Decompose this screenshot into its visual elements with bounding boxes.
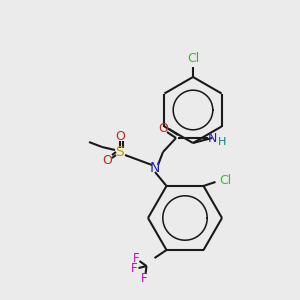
Text: F: F xyxy=(133,251,140,265)
Text: N: N xyxy=(207,131,217,145)
Text: H: H xyxy=(218,137,226,147)
Text: Cl: Cl xyxy=(187,52,199,65)
Text: O: O xyxy=(115,130,125,143)
Text: O: O xyxy=(102,154,112,166)
Text: N: N xyxy=(150,161,160,175)
Text: F: F xyxy=(141,272,148,284)
Text: S: S xyxy=(116,145,124,159)
Text: F: F xyxy=(131,262,138,275)
Text: O: O xyxy=(158,122,168,134)
Text: Cl: Cl xyxy=(219,175,232,188)
